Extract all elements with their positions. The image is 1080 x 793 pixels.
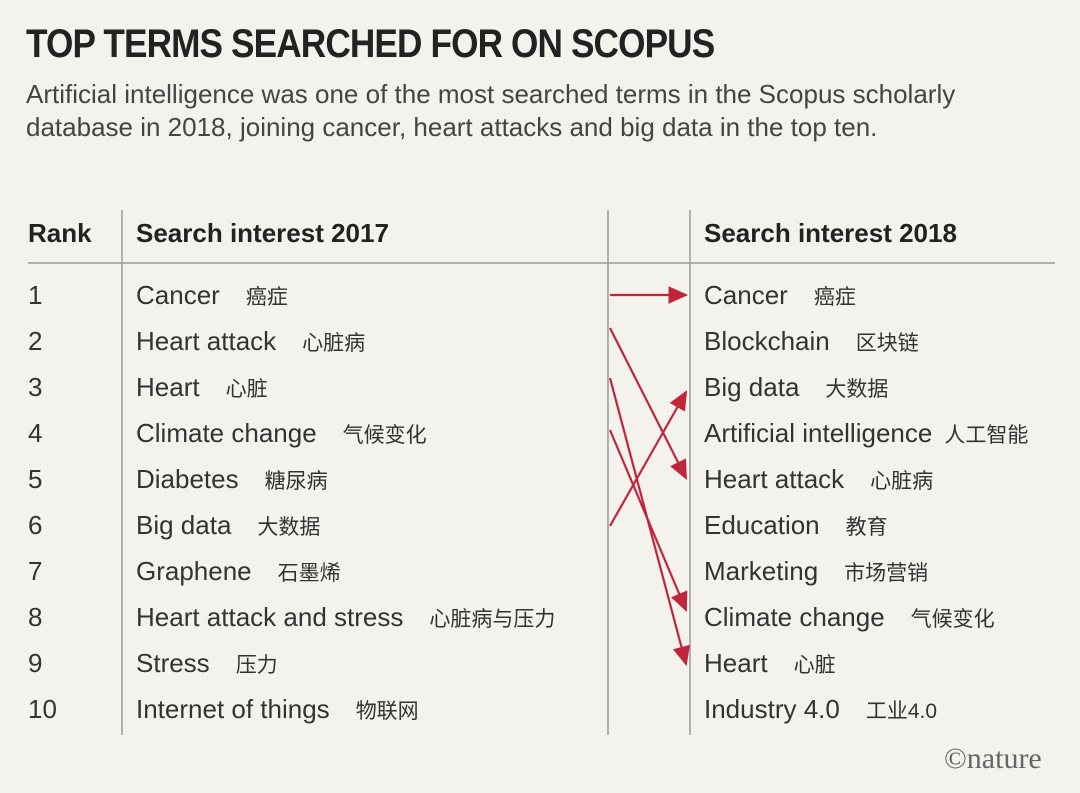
term-zh: 人工智能 [944, 424, 1029, 447]
term-en: Cancer [704, 280, 788, 310]
term-en: Diabetes [136, 464, 239, 494]
term-2017: Graphene 石墨烯 [136, 554, 341, 591]
term-en: Climate change [136, 418, 317, 448]
arrow [609, 390, 688, 527]
term-en: Heart attack [136, 326, 277, 356]
term-2017: Big data 大数据 [136, 508, 320, 545]
term-en: Big data [136, 510, 232, 540]
term-en: Cancer [136, 280, 220, 310]
term-zh: 癌症 [813, 286, 856, 309]
term-2018: Blockchain 区块链 [704, 324, 919, 361]
term-en: Blockchain [704, 326, 830, 356]
term-zh: 气候变化 [342, 424, 427, 447]
term-2018: Heart 心脏 [704, 646, 836, 683]
rank: 9 [28, 648, 43, 678]
term-2018: Cancer 癌症 [704, 278, 856, 315]
term-zh: 癌症 [245, 286, 288, 309]
term-zh: 工业4.0 [865, 700, 938, 723]
term-2018: Big data 大数据 [704, 370, 888, 407]
term-zh: 教育 [845, 516, 888, 539]
rank: 1 [28, 280, 43, 310]
term-en: Graphene [136, 556, 252, 586]
term-2017: Stress 压力 [136, 646, 278, 683]
rank: 4 [28, 418, 43, 448]
term-2018: Heart attack 心脏病 [704, 462, 933, 499]
term-zh: 心脏 [793, 654, 836, 677]
term-en: Education [704, 510, 820, 540]
term-zh: 心脏病 [870, 470, 934, 493]
term-2017: Heart attack 心脏病 [136, 324, 365, 361]
term-2017: Heart attack and stress 心脏病与压力 [136, 600, 555, 637]
term-zh: 心脏 [225, 378, 268, 401]
term-en: Heart attack [704, 464, 845, 494]
rank: 5 [28, 464, 43, 494]
term-en: Internet of things [136, 694, 330, 724]
column-header: Rank [28, 218, 92, 248]
term-zh: 石墨烯 [277, 562, 341, 585]
term-2017: Diabetes 糖尿病 [136, 462, 328, 499]
rank: 7 [28, 556, 43, 586]
term-en: Climate change [704, 602, 885, 632]
arrow [608, 429, 688, 613]
term-en: Heart [136, 372, 200, 402]
term-2018: Industry 4.0 工业4.0 [704, 692, 937, 729]
rank: 2 [28, 326, 43, 356]
term-zh: 气候变化 [910, 608, 995, 631]
title: TOP TERMS SEARCHED FOR ON SCOPUS [26, 22, 715, 66]
term-en: Heart [704, 648, 768, 678]
term-en: Artificial intelligence [704, 418, 933, 448]
term-2018: Climate change 气候变化 [704, 600, 995, 637]
rank: 3 [28, 372, 43, 402]
term-zh: 心脏病与压力 [429, 608, 556, 631]
term-2017: Climate change 气候变化 [136, 416, 427, 453]
term-2018: Marketing 市场营销 [704, 554, 928, 591]
term-zh: 糖尿病 [264, 470, 328, 493]
term-zh: 市场营销 [844, 562, 929, 585]
term-en: Big data [704, 372, 800, 402]
term-en: Stress [136, 648, 210, 678]
subtitle: Artificial intelligence was one of the m… [26, 79, 956, 142]
term-2018: Artificial intelligence 人工智能 [704, 416, 1028, 453]
term-en: Industry 4.0 [704, 694, 840, 724]
term-zh: 大数据 [825, 378, 889, 401]
term-zh: 压力 [235, 654, 278, 677]
rank: 6 [28, 510, 43, 540]
column-header: Search interest 2018 [704, 218, 957, 248]
term-2017: Heart 心脏 [136, 370, 268, 407]
term-2017: Cancer 癌症 [136, 278, 288, 315]
arrow [609, 327, 687, 480]
term-2018: Education 教育 [704, 508, 888, 545]
credit: ©nature [944, 742, 1042, 775]
term-zh: 心脏病 [302, 332, 366, 355]
rank: 10 [28, 694, 57, 724]
rank: 8 [28, 602, 43, 632]
column-header: Search interest 2017 [136, 218, 389, 248]
term-en: Heart attack and stress [136, 602, 404, 632]
term-zh: 物联网 [355, 700, 419, 723]
term-zh: 大数据 [257, 516, 321, 539]
term-en: Marketing [704, 556, 819, 586]
term-2017: Internet of things 物联网 [136, 692, 419, 729]
term-zh: 区块链 [855, 332, 919, 355]
